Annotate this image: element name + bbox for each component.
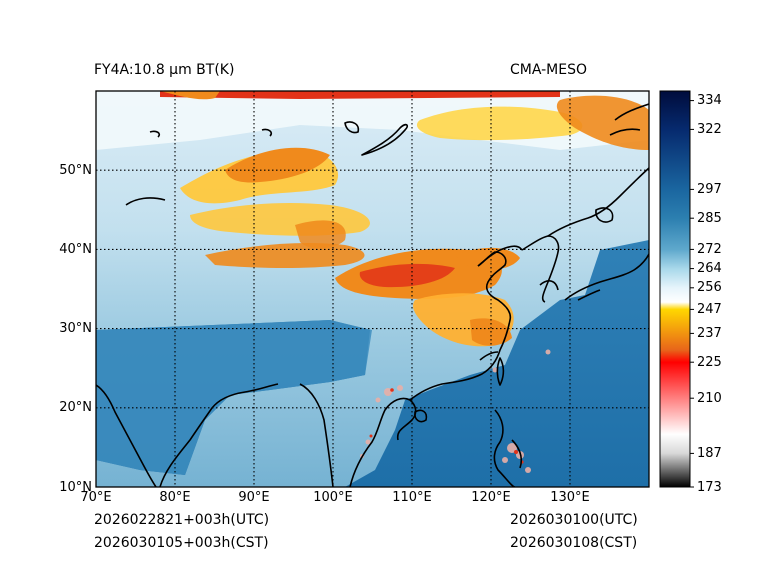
map-frame	[95, 90, 650, 488]
y-tick-label: 10°N	[59, 479, 92, 495]
cloud-top-left	[160, 91, 220, 100]
x-tick-label: 110°E	[392, 490, 432, 505]
colorbar-tick-label: 237	[697, 325, 722, 341]
coast-bohai	[477, 245, 523, 267]
colorbar-tick-label: 247	[697, 301, 722, 317]
colorbar-tick-label: 272	[697, 241, 722, 257]
x-tick-label: 80°E	[159, 490, 191, 505]
cloud-north-1	[416, 106, 583, 141]
coast-caspian-aral	[125, 197, 166, 206]
coast-indochina	[349, 397, 417, 487]
lake-3	[149, 130, 161, 138]
cloud-frontal-core	[359, 263, 455, 288]
coastlines	[96, 103, 649, 487]
coast-korea-south	[539, 280, 559, 291]
coast-okhotsk-2	[609, 128, 641, 136]
india-region	[96, 320, 372, 475]
title-left: FY4A:10.8 µm BT(K)	[94, 62, 235, 78]
lake-4	[261, 128, 273, 137]
colorbar	[659, 90, 694, 488]
colorbar-tick-label: 225	[697, 354, 722, 370]
cloud-northeast	[556, 95, 649, 150]
coast-baikal	[361, 123, 408, 156]
x-tick-label: 120°E	[471, 490, 511, 505]
init-time-utc: 2026022821+003h(UTC)	[94, 512, 270, 528]
y-tick-label: 50°N	[59, 162, 92, 178]
lake-2	[595, 207, 614, 223]
lake-1	[344, 121, 360, 134]
x-tick-label: 90°E	[238, 490, 270, 505]
colorbar-tick-label: 173	[697, 479, 722, 495]
cloud-band-west-2	[225, 147, 330, 183]
colorbar-gradient	[659, 90, 691, 488]
colorbar-tick-label: 210	[697, 390, 722, 406]
y-tick-label: 30°N	[59, 321, 92, 337]
coast-russia-east	[547, 167, 649, 237]
colorbar-tick-label: 285	[697, 210, 722, 226]
cloud-top-edge	[160, 91, 560, 99]
title-right: CMA-MESO	[510, 62, 588, 78]
colorbar-tick-label: 256	[697, 280, 722, 296]
coast-fujian	[479, 351, 499, 361]
graticule	[96, 91, 649, 487]
x-tick-label: 70°E	[80, 490, 112, 505]
coast-philippines-2	[511, 439, 523, 469]
coast-japan	[564, 253, 649, 301]
valid-time-cst: 2026030108(CST)	[510, 535, 638, 551]
coast-kyushu	[577, 289, 601, 301]
satellite-image	[96, 91, 649, 487]
coast-korea	[521, 235, 560, 303]
coast-hainan	[414, 409, 428, 423]
coast-china-east	[409, 251, 512, 401]
colorbar-tick-label: 322	[697, 121, 722, 137]
init-time-cst: 2026030105+003h(CST)	[94, 535, 269, 551]
coast-okhotsk	[614, 103, 649, 121]
coast-myanmar	[299, 383, 334, 487]
coast-taiwan	[496, 357, 505, 386]
coast-india-west	[96, 384, 157, 487]
colorbar-tick-label: 187	[697, 445, 722, 461]
x-tick-label: 100°E	[313, 490, 353, 505]
y-tick-label: 40°N	[59, 241, 92, 257]
colorbar-tick-label: 297	[697, 181, 722, 197]
y-tick-label: 20°N	[59, 400, 92, 416]
colorbar-tick-label: 264	[697, 261, 722, 277]
colorbar-tick-label: 334	[697, 93, 722, 109]
x-tick-label: 130°E	[550, 490, 590, 505]
valid-time-utc: 2026030100(UTC)	[510, 512, 638, 528]
coast-philippines	[493, 409, 516, 487]
